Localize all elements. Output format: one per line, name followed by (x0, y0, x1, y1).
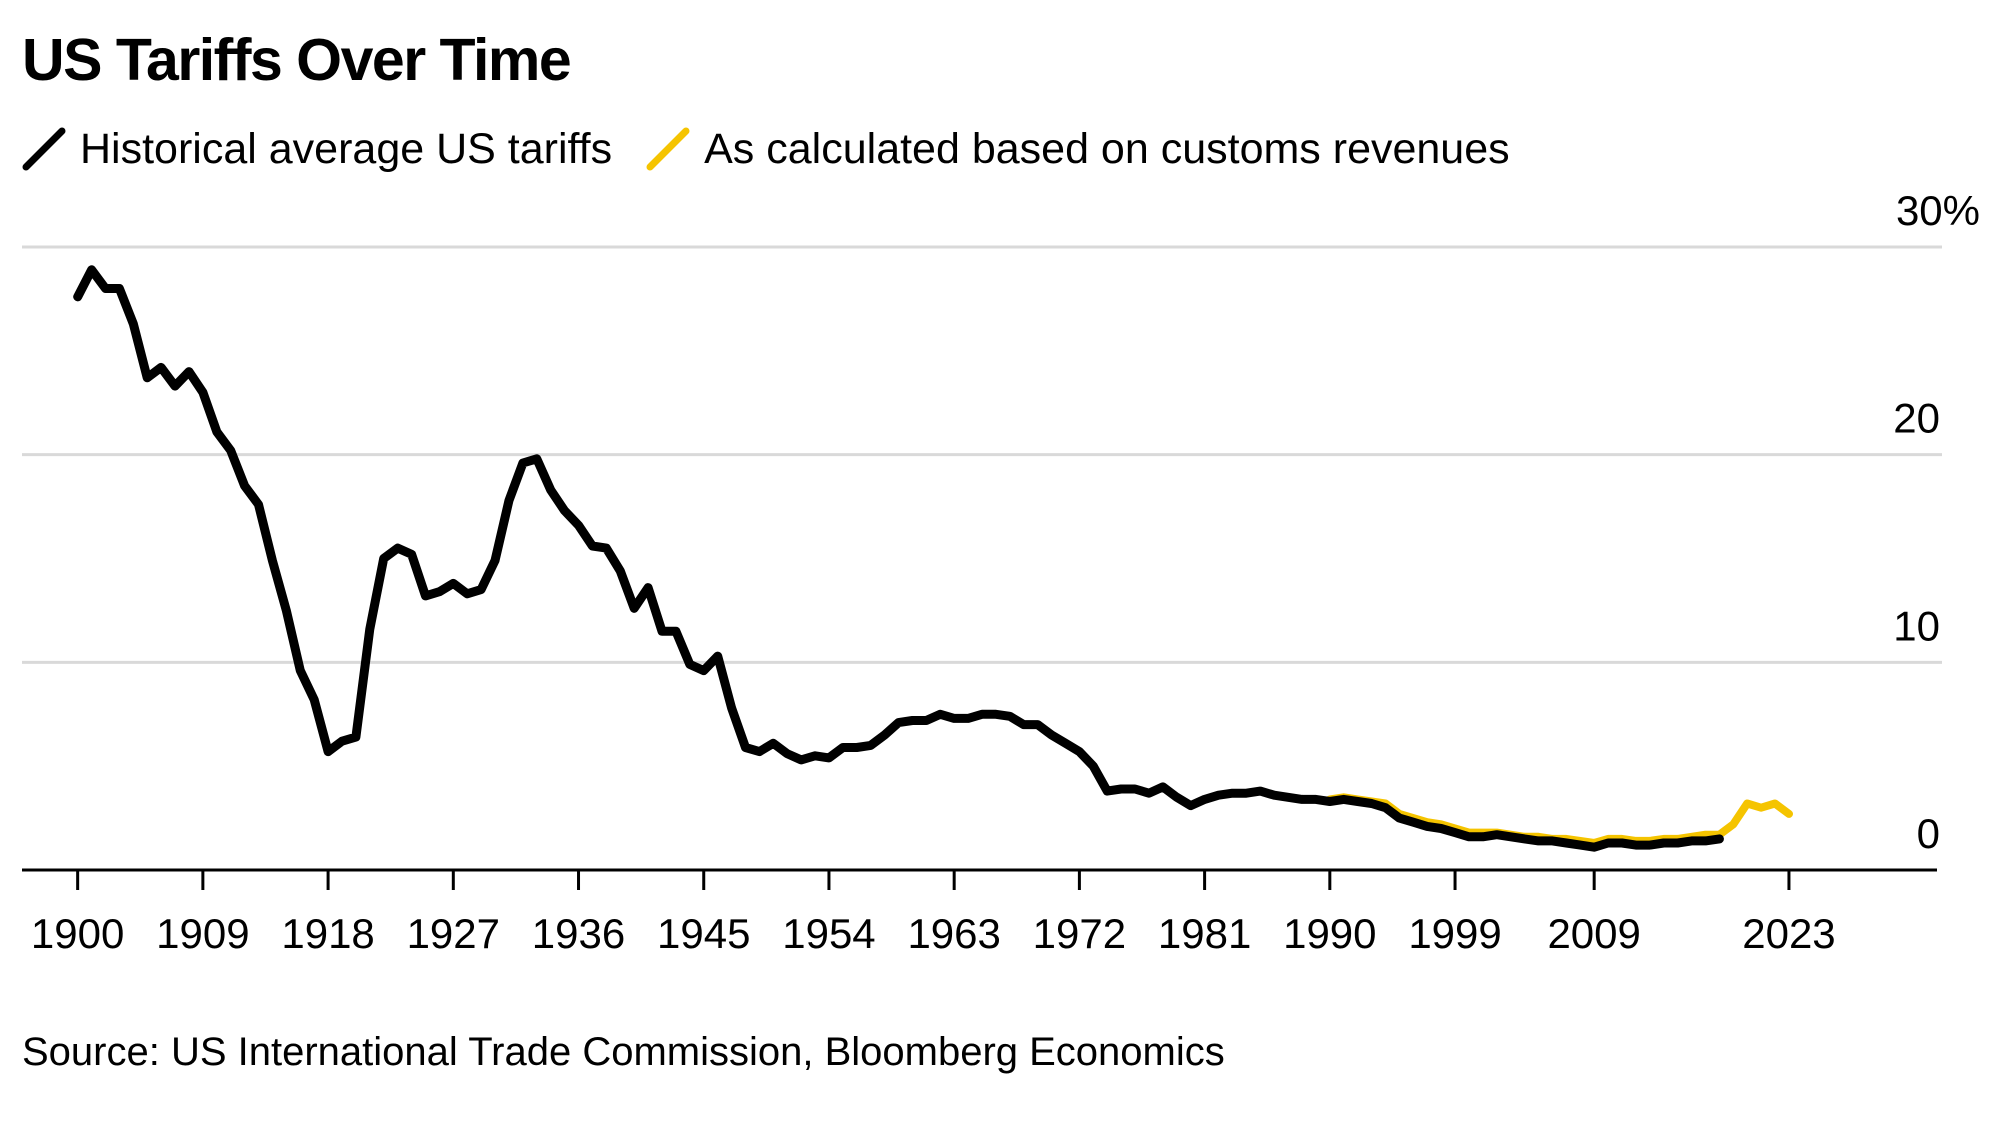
chart-title: US Tariffs Over Time (22, 27, 572, 93)
x-tick-label-1918: 1918 (281, 910, 374, 957)
series-line-historical (73, 265, 1724, 852)
x-tick-label-1999: 1999 (1408, 910, 1501, 957)
legend-label-historical: Historical average US tariffs (80, 125, 613, 173)
x-tick-label-2009: 2009 (1547, 910, 1640, 957)
x-tick-label-1909: 1909 (156, 910, 249, 957)
legend-swatch-customs (646, 127, 690, 171)
x-tick-label-1972: 1972 (1033, 910, 1126, 957)
x-tick-label-1936: 1936 (532, 910, 625, 957)
x-tick-label-2023: 2023 (1742, 910, 1835, 957)
x-tick-label-1945: 1945 (657, 910, 750, 957)
y-tick-label-10: 10 (1893, 602, 1940, 649)
x-tick-label-1927: 1927 (407, 910, 500, 957)
y-tick-label-0: 0 (1917, 810, 1940, 857)
legend-item-customs: As calculated based on customs revenues (646, 124, 1510, 174)
x-tick-label-1990: 1990 (1283, 910, 1376, 957)
legend-swatch-historical (22, 127, 66, 171)
legend-item-historical: Historical average US tariffs (22, 124, 612, 174)
source-note: Source: US International Trade Commissio… (22, 1030, 1225, 1074)
y-tick-label-20: 20 (1893, 395, 1940, 442)
x-tick-label-1954: 1954 (782, 910, 875, 957)
y-tick-label-30: 30% (1896, 187, 1980, 234)
legend-label-customs: As calculated based on customs revenues (704, 125, 1510, 173)
x-tick-label-1981: 1981 (1158, 910, 1251, 957)
x-tick-label-1963: 1963 (907, 910, 1000, 957)
legend: Historical average US tariffs As calcula… (22, 124, 1544, 174)
x-tick-label-1900: 1900 (31, 910, 124, 957)
